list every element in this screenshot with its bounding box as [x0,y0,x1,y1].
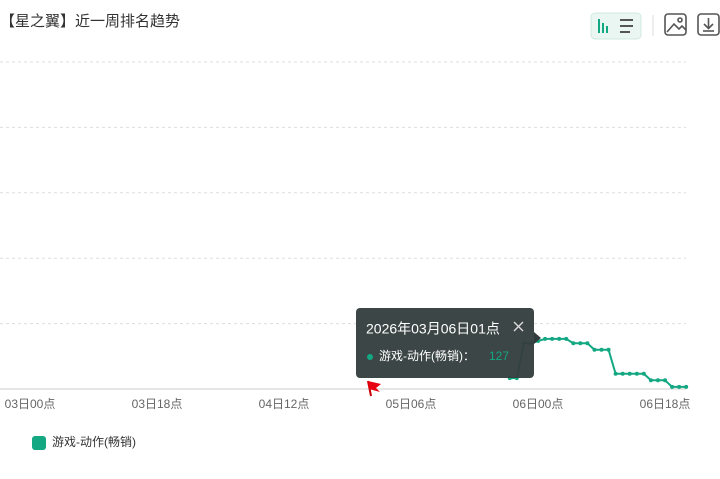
tooltip-box [356,308,534,378]
point [663,378,667,383]
point [641,371,646,376]
point [606,347,611,352]
list-icon [620,19,633,33]
point [585,341,590,346]
download-button[interactable] [697,13,720,36]
legend[interactable]: 游戏-动作(畅销) [32,435,136,450]
point [613,371,618,376]
point [557,336,562,341]
image-button[interactable] [664,13,687,36]
toolbar [590,12,720,40]
tooltip-arrow [534,332,541,344]
legend-swatch [32,436,46,450]
event-flag[interactable] [367,380,381,397]
tooltip-dot [367,354,373,360]
point [627,371,632,376]
point [592,347,597,352]
tooltip-value: 127 [489,349,509,363]
bar-icon [598,19,608,33]
point [599,347,604,352]
legend-label: 游戏-动作(畅销) [52,435,136,449]
point [620,371,625,376]
point [571,341,576,346]
x-tick-label: 03日18点 [132,397,183,411]
x-tick-label: 05日06点 [386,397,437,411]
x-tick-label: 06日00点 [513,397,564,411]
point [655,378,660,383]
tooltip-label: 游戏-动作(畅销)： [379,349,475,363]
plot-area: 03日00点 03日18点 04日12点 05日06点 06日00点 06日18点 [0,61,691,411]
x-tick-label: 04日12点 [259,397,310,411]
point [564,336,569,341]
point [550,336,555,341]
point [684,384,689,389]
tooltip-close[interactable] [513,321,524,332]
point [578,341,583,346]
chart-title: 【星之翼】近一周排名趋势 [0,13,180,30]
x-tick-label: 03日00点 [5,397,56,411]
tooltip: 2026年03月06日01点 游戏-动作(畅销)： 127 [356,308,541,378]
point [634,371,639,376]
point [648,378,653,383]
point [543,336,548,341]
tooltip-title: 2026年03月06日01点 [366,321,500,337]
point [677,384,682,389]
x-tick-label: 06日18点 [640,397,691,411]
point [670,384,675,389]
